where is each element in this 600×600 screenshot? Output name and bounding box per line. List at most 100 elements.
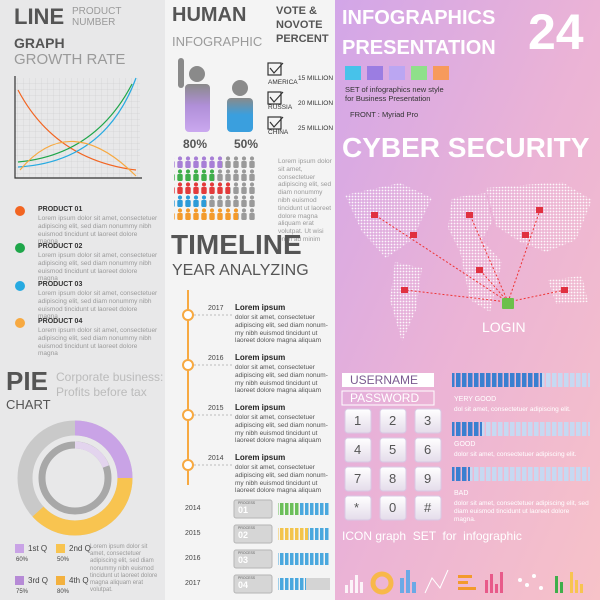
subtitle: NUMBER bbox=[72, 17, 116, 28]
human-figures bbox=[178, 58, 253, 132]
step-year: 2015 bbox=[185, 530, 201, 537]
heading: GRAPH bbox=[14, 35, 65, 51]
login-fields bbox=[341, 373, 435, 406]
subtitle: CHART bbox=[6, 397, 51, 412]
product-name: PRODUCT 04 bbox=[38, 318, 83, 325]
key: 5 bbox=[389, 442, 397, 457]
country: CHINA bbox=[268, 129, 289, 136]
pie-text: Lorem ipsum dolor sit amet, consectetuer… bbox=[90, 544, 158, 594]
key: # bbox=[424, 500, 432, 515]
key: 0 bbox=[389, 500, 397, 515]
event-text: dolor sit amet, consectetuer adipiscing … bbox=[235, 464, 328, 495]
subtitle: YEAR ANALYZING bbox=[172, 262, 309, 279]
rating-label: GOOD bbox=[454, 441, 476, 448]
country-value: 25 MILLION bbox=[298, 125, 334, 132]
product-text: Lorem ipsum dolor sit amet, consectetuer… bbox=[38, 290, 158, 321]
lock-icons bbox=[371, 207, 568, 309]
key: 3 bbox=[424, 413, 432, 428]
step-label: PROCESS bbox=[238, 501, 256, 505]
title: HUMAN bbox=[172, 4, 247, 26]
network-links bbox=[374, 209, 566, 303]
event-heading: Lorem ipsum bbox=[235, 403, 286, 412]
legend-value: 60% bbox=[16, 557, 29, 563]
step-label: PROCESS bbox=[238, 526, 256, 530]
country-value: 15 MILLION bbox=[298, 75, 334, 82]
title: TIMELINE bbox=[171, 229, 302, 260]
line-chart bbox=[14, 76, 142, 179]
step-number: 02 bbox=[238, 530, 249, 540]
step-year: 2016 bbox=[185, 555, 201, 562]
key: 1 bbox=[354, 413, 362, 428]
step-label: PROCESS bbox=[238, 576, 256, 580]
human-text: Lorem ipsum dolor sit amet, consectetuer… bbox=[278, 158, 332, 243]
rating-label: YERY GOOD bbox=[454, 396, 497, 403]
country: AMERICA bbox=[268, 79, 298, 86]
product-text: Lorem ipsum dolor sit amet, consectetuer… bbox=[38, 215, 158, 246]
title: LINE bbox=[14, 4, 65, 29]
legend-value: 75% bbox=[16, 589, 29, 595]
step-number: 01 bbox=[238, 505, 249, 515]
world-map bbox=[345, 182, 592, 342]
icons-title: ICON graph SET for infographic bbox=[342, 529, 522, 543]
legend-label: 4th Q bbox=[69, 576, 89, 585]
title: INFOGRAPHICS bbox=[342, 7, 496, 29]
year: 2014 bbox=[208, 455, 224, 462]
timeline bbox=[182, 290, 232, 485]
key: 4 bbox=[354, 442, 362, 457]
title: PRESENTATION bbox=[342, 37, 496, 59]
rating-text: dolor sit amet, consectetuer adipiscing … bbox=[454, 500, 589, 523]
rating-label: BAD bbox=[454, 490, 469, 497]
step-number: 03 bbox=[238, 555, 249, 565]
legend-label: 3rd Q bbox=[28, 576, 49, 585]
vote-label: VOTE & bbox=[276, 5, 317, 17]
legend-label: 1st Q bbox=[28, 544, 48, 553]
rating-bars bbox=[452, 373, 590, 481]
field: USERNAME bbox=[350, 373, 419, 387]
event-heading: Lorem ipsum bbox=[235, 353, 286, 362]
login: LOGIN bbox=[482, 319, 526, 335]
checkboxes bbox=[267, 62, 284, 130]
description: SET of infographics new style bbox=[345, 85, 444, 94]
year: 2016 bbox=[208, 355, 224, 362]
product-text: Lorem ipsum dolor sit amet, consectetuer… bbox=[38, 327, 158, 358]
product-name: PRODUCT 01 bbox=[38, 206, 83, 213]
step-number: 04 bbox=[238, 580, 249, 590]
subtitle: INFOGRAPHIC bbox=[172, 34, 263, 49]
event-text: dolor sit amet, consectetuer adipiscing … bbox=[235, 314, 328, 345]
step-label: PROCESS bbox=[238, 551, 256, 555]
key: * bbox=[354, 500, 360, 515]
product-text: Lorem ipsum dolor sit amet, consectetuer… bbox=[38, 252, 158, 283]
product-name: PRODUCT 03 bbox=[38, 281, 83, 288]
subtitle: PRODUCT bbox=[72, 6, 122, 17]
product-dots bbox=[15, 206, 25, 328]
font-note: FRONT : Myriad Pro bbox=[350, 110, 419, 119]
legend-value: 80% bbox=[57, 589, 70, 595]
event-text: dolor sit amet, consectetuer adipiscing … bbox=[235, 364, 328, 395]
key: 7 bbox=[354, 471, 362, 486]
donut bbox=[17, 420, 133, 536]
legend-label: 2nd Q bbox=[69, 544, 91, 553]
rating-text: dolor sit amet, consectetuer adipiscing … bbox=[454, 451, 577, 458]
event-heading: Lorem ipsum bbox=[235, 303, 286, 312]
description: for Business Presentation bbox=[345, 94, 431, 103]
country-value: 20 MILLION bbox=[298, 100, 334, 107]
step-year: 2014 bbox=[185, 505, 201, 512]
key: 8 bbox=[389, 471, 397, 486]
event-text: dolor sit amet, consectetuer adipiscing … bbox=[235, 414, 328, 445]
rating-text: dol sit amet, consectetuer adipiscing el… bbox=[454, 406, 571, 413]
event-heading: Lorem ipsum bbox=[235, 453, 286, 462]
legend-value: 50% bbox=[57, 557, 70, 563]
caption: Corporate business: bbox=[56, 370, 164, 384]
title: PIE bbox=[6, 366, 48, 396]
key: 6 bbox=[424, 442, 432, 457]
title: CYBER SECURITY bbox=[342, 132, 590, 163]
percent: 50% bbox=[234, 137, 259, 151]
vote-label: PERCENT bbox=[276, 33, 329, 45]
key: 2 bbox=[389, 413, 397, 428]
people-grid bbox=[174, 156, 256, 221]
field: PASSWORD bbox=[350, 391, 420, 405]
vote-label: NOVOTE bbox=[276, 19, 323, 31]
percent: 80% bbox=[183, 137, 208, 151]
